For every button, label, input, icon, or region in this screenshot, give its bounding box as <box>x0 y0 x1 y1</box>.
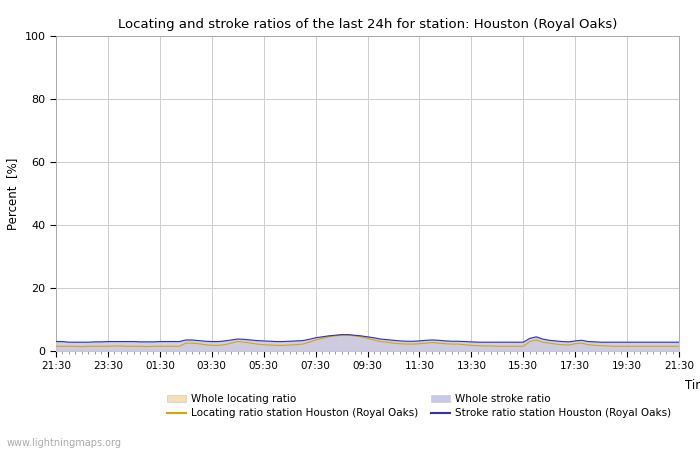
Text: Time: Time <box>685 379 700 392</box>
Y-axis label: Percent  [%]: Percent [%] <box>6 158 19 230</box>
Legend: Whole locating ratio, Locating ratio station Houston (Royal Oaks), Whole stroke : Whole locating ratio, Locating ratio sta… <box>167 394 671 418</box>
Text: www.lightningmaps.org: www.lightningmaps.org <box>7 438 122 448</box>
Title: Locating and stroke ratios of the last 24h for station: Houston (Royal Oaks): Locating and stroke ratios of the last 2… <box>118 18 617 31</box>
